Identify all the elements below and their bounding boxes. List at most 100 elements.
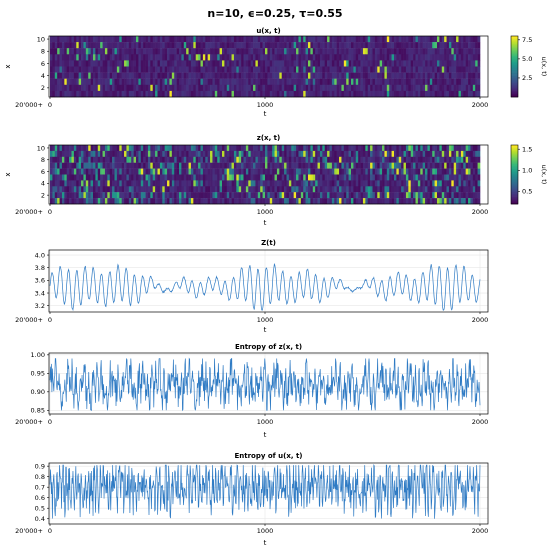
- colorbar-step: [511, 58, 518, 61]
- heatmap-cell: [131, 60, 134, 67]
- heatmap-cell: [441, 90, 445, 98]
- heatmap-cell: [119, 186, 122, 193]
- x-tick-label: 1000: [257, 316, 274, 324]
- heatmap-cell: [124, 84, 127, 92]
- heatmap-cell: [207, 84, 211, 92]
- heatmap-cell: [408, 168, 412, 175]
- heatmap-cell: [360, 48, 364, 55]
- colorbar-step: [511, 198, 518, 200]
- colorbar-step: [511, 189, 518, 192]
- heatmap-cell: [102, 84, 106, 92]
- heatmap-cell: [358, 72, 361, 79]
- heatmap-cell: [217, 198, 220, 205]
- heatmap-cell: [281, 168, 285, 175]
- heatmap-cell: [95, 84, 99, 92]
- heatmap-cell: [477, 36, 481, 43]
- heatmap-cell: [233, 48, 237, 55]
- heatmap-cell: [422, 156, 426, 163]
- heatmap-cell: [451, 150, 455, 157]
- heatmap-cell: [52, 54, 56, 61]
- heatmap-cell: [66, 162, 70, 169]
- heatmap-cell: [303, 72, 306, 79]
- heatmap-cell: [308, 72, 311, 79]
- heatmap-cell: [226, 180, 230, 187]
- heatmap-cell: [448, 78, 452, 85]
- heatmap-cell: [150, 192, 154, 199]
- heatmap-cell: [76, 36, 79, 43]
- heatmap-cell: [167, 72, 170, 79]
- colorbar-step: [511, 86, 518, 89]
- heatmap-cell: [319, 156, 323, 163]
- heatmap-cell: [50, 84, 53, 92]
- heatmap-cell: [358, 150, 361, 157]
- heatmap-cell: [456, 198, 459, 205]
- heatmap-cell: [319, 186, 323, 193]
- heatmap-cell: [291, 192, 294, 199]
- heatmap-cell: [425, 192, 428, 199]
- heatmap-cell: [83, 150, 87, 157]
- heatmap-cell: [219, 145, 223, 152]
- heatmap-cell: [386, 180, 390, 187]
- heatmap-cell: [300, 156, 304, 163]
- heatmap-cell: [155, 78, 158, 85]
- heatmap-cell: [336, 36, 340, 43]
- heatmap-cell: [265, 66, 268, 73]
- heatmap-cell: [198, 198, 201, 205]
- heatmap-cell: [253, 36, 256, 43]
- heatmap-cell: [181, 145, 185, 152]
- heatmap-cell: [415, 84, 419, 92]
- colorbar-step: [511, 193, 518, 196]
- heatmap-cell: [274, 42, 278, 49]
- heatmap-cell: [164, 60, 168, 67]
- heatmap-cell: [133, 198, 137, 205]
- heatmap-cell: [389, 192, 392, 199]
- heatmap-cell: [327, 42, 330, 49]
- heatmap-cell: [224, 156, 228, 163]
- heatmap-cell: [155, 42, 158, 49]
- heatmap-cell: [212, 174, 216, 181]
- heatmap-cell: [417, 192, 421, 199]
- heatmap-cell: [331, 180, 335, 187]
- heatmap-cell: [324, 60, 328, 67]
- heatmap-cell: [394, 84, 397, 92]
- heatmap-cell: [59, 72, 63, 79]
- heatmap-cell: [403, 162, 407, 169]
- heatmap-cell: [183, 60, 187, 67]
- heatmap-cell: [310, 48, 314, 55]
- heatmap-cell: [95, 174, 99, 181]
- heatmap-cell: [181, 72, 185, 79]
- heatmap-cell: [169, 60, 173, 67]
- heatmap-cell: [460, 78, 464, 85]
- heatmap-cell: [100, 42, 103, 49]
- heatmap-cell: [167, 198, 170, 205]
- heatmap-cell: [198, 78, 201, 85]
- heatmap-cell: [195, 186, 199, 193]
- heatmap-cell: [453, 84, 457, 92]
- heatmap-cell: [233, 42, 237, 49]
- heatmap-cell: [367, 198, 371, 205]
- heatmap-cell: [339, 78, 342, 85]
- heatmap-cell: [143, 90, 146, 98]
- heatmap-cell: [374, 66, 378, 73]
- heatmap-cell: [477, 66, 481, 73]
- heatmap-cell: [315, 66, 318, 73]
- heatmap-cell: [224, 72, 228, 79]
- heatmap-cell: [453, 48, 457, 55]
- heatmap-cell: [229, 198, 232, 205]
- heatmap-cell: [300, 60, 304, 67]
- heatmap-cell: [463, 54, 466, 61]
- heatmap-cell: [116, 168, 120, 175]
- heatmap-cell: [355, 180, 359, 187]
- heatmap-cell: [300, 192, 304, 199]
- heatmap-cell: [52, 168, 56, 175]
- heatmap-cell: [174, 186, 177, 193]
- heatmap-cell: [446, 168, 450, 175]
- heatmap-cell: [169, 54, 173, 61]
- heatmap-cell: [329, 60, 333, 67]
- colorbar-step: [511, 83, 518, 86]
- heatmap-cell: [59, 36, 63, 43]
- heatmap-cell: [183, 156, 187, 163]
- heatmap-cell: [186, 150, 189, 157]
- heatmap-cell: [245, 180, 249, 187]
- heatmap-cell: [279, 174, 283, 181]
